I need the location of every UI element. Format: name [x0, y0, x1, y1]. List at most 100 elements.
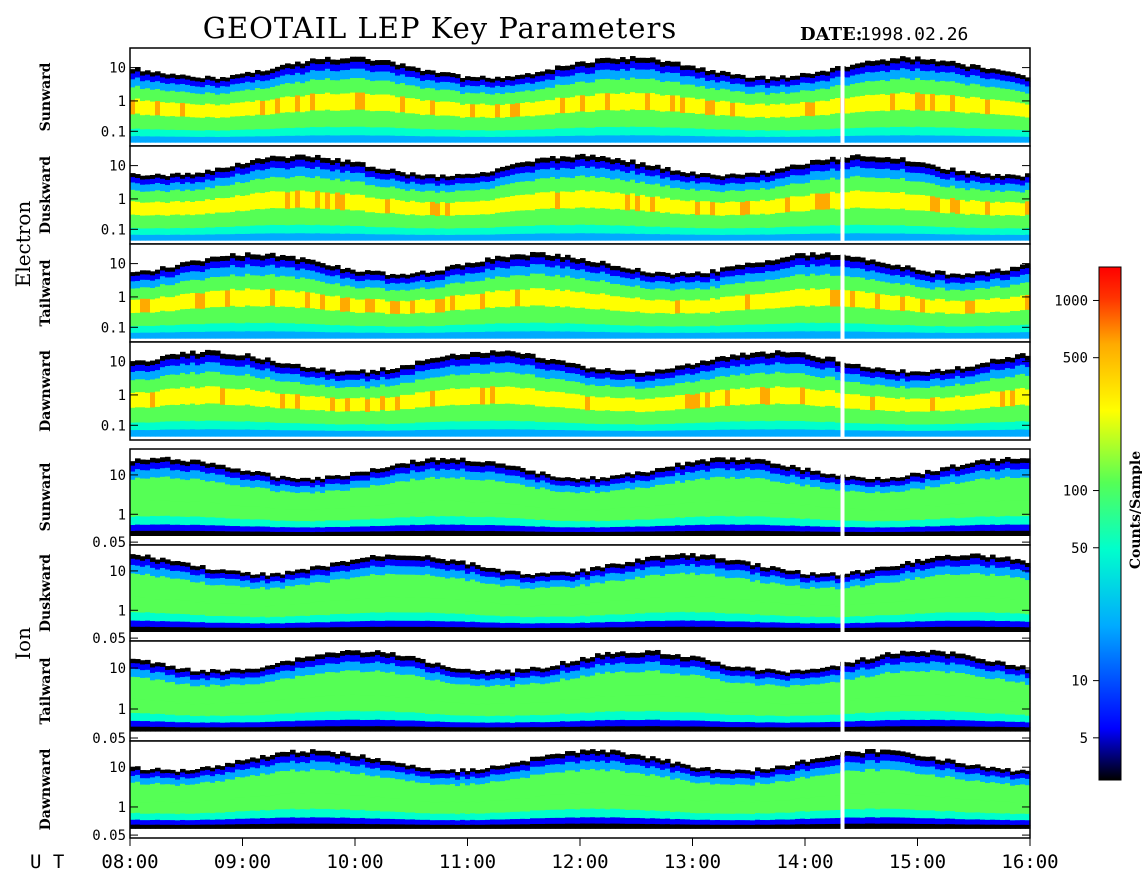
heatmap-cell	[885, 191, 891, 210]
heatmap-cell	[165, 405, 171, 423]
heatmap-cell	[1020, 136, 1026, 143]
heatmap-cell	[535, 81, 541, 91]
heatmap-cell	[820, 80, 826, 90]
heatmap-cell	[650, 277, 656, 283]
heatmap-cell	[510, 429, 516, 437]
heatmap-cell	[1005, 332, 1011, 339]
heatmap-cell	[640, 271, 646, 276]
heatmap-cell	[1025, 201, 1031, 216]
heatmap-cell	[395, 278, 401, 285]
heatmap-cell	[495, 234, 501, 241]
heatmap-cell	[235, 360, 241, 368]
heatmap-cell	[660, 127, 666, 137]
heatmap-cell	[750, 227, 756, 236]
heatmap-cell	[560, 97, 566, 114]
heatmap-cell	[985, 201, 991, 216]
heatmap-cell	[930, 135, 936, 143]
heatmap-cell	[815, 331, 821, 339]
heatmap-cell	[885, 233, 891, 241]
heatmap-cell	[690, 332, 696, 339]
heatmap-cell	[650, 165, 656, 171]
heatmap-cell	[565, 84, 571, 99]
heatmap-cell	[660, 168, 666, 174]
heatmap-cell	[225, 354, 231, 360]
heatmap-cell	[610, 225, 616, 235]
heatmap-cell	[490, 105, 496, 119]
heatmap-cell	[295, 363, 301, 369]
heatmap-cell	[240, 234, 246, 241]
heatmap-cell	[1000, 274, 1006, 281]
heatmap-cell	[515, 259, 521, 267]
heatmap-cell	[855, 175, 861, 191]
heatmap-cell	[525, 255, 531, 261]
heatmap-cell	[325, 387, 331, 399]
heatmap-cell	[205, 429, 211, 437]
heatmap-cell	[935, 226, 941, 235]
heatmap-cell	[245, 429, 251, 437]
heatmap-cell	[325, 398, 331, 412]
heatmap-cell	[425, 234, 431, 241]
heatmap-cell	[960, 283, 966, 292]
heatmap-cell	[480, 92, 486, 105]
heatmap-cell	[440, 215, 446, 229]
heatmap-cell	[485, 357, 491, 366]
heatmap-cell	[995, 228, 1001, 236]
heatmap-cell	[395, 84, 401, 98]
heatmap-cell	[390, 273, 396, 279]
heatmap-cell	[360, 332, 366, 339]
heatmap-cell	[580, 95, 586, 112]
heatmap-cell	[695, 275, 701, 282]
heatmap-cell	[605, 157, 611, 163]
heatmap-cell	[160, 73, 166, 78]
heatmap-cell	[1000, 114, 1006, 130]
heatmap-cell	[405, 202, 411, 216]
heatmap-cell	[960, 83, 966, 98]
heatmap-cell	[750, 201, 756, 216]
heatmap-cell	[420, 129, 426, 137]
heatmap-cell	[670, 95, 676, 113]
heatmap-cell	[965, 113, 971, 130]
heatmap-cell	[705, 182, 711, 191]
heatmap-cell	[315, 176, 321, 192]
heatmap-cell	[255, 323, 261, 332]
heatmap-cell	[1010, 183, 1016, 192]
heatmap-cell	[145, 287, 151, 300]
heatmap-cell	[530, 305, 536, 324]
heatmap-cell	[530, 322, 536, 332]
heatmap-cell	[720, 176, 726, 181]
heatmap-cell	[930, 79, 936, 95]
heatmap-cell	[690, 300, 696, 314]
heatmap-cell	[310, 430, 316, 437]
heatmap-cell	[140, 312, 146, 327]
heatmap-cell	[170, 429, 176, 437]
heatmap-cell	[130, 87, 136, 101]
heatmap-cell	[670, 213, 676, 229]
heatmap-cell	[1010, 276, 1016, 286]
heatmap-cell	[225, 374, 231, 390]
heatmap-cell	[360, 275, 366, 282]
heatmap-cell	[385, 430, 391, 437]
heatmap-cell	[325, 169, 331, 180]
heatmap-cell	[500, 429, 506, 437]
heatmap-cell	[660, 312, 666, 327]
heatmap-cell	[335, 94, 341, 112]
heatmap-cell	[360, 233, 366, 241]
heatmap-cell	[805, 174, 811, 184]
heatmap-cell	[745, 309, 751, 326]
heatmap-cell	[135, 113, 141, 130]
heatmap-cell	[590, 154, 596, 161]
heatmap-cell	[985, 190, 991, 203]
heatmap-cell	[625, 64, 631, 72]
heatmap-cell	[625, 268, 631, 274]
heatmap-cell	[465, 262, 471, 268]
heatmap-cell	[340, 127, 346, 136]
heatmap-cell	[300, 307, 306, 325]
heatmap-cell	[495, 429, 501, 437]
heatmap-cell	[425, 228, 431, 236]
heatmap-cell	[155, 201, 161, 216]
heatmap-cell	[525, 260, 531, 268]
heatmap-cell	[690, 289, 696, 301]
heatmap-cell	[920, 167, 926, 174]
heatmap-cell	[885, 268, 891, 275]
heatmap-cell	[355, 312, 361, 327]
